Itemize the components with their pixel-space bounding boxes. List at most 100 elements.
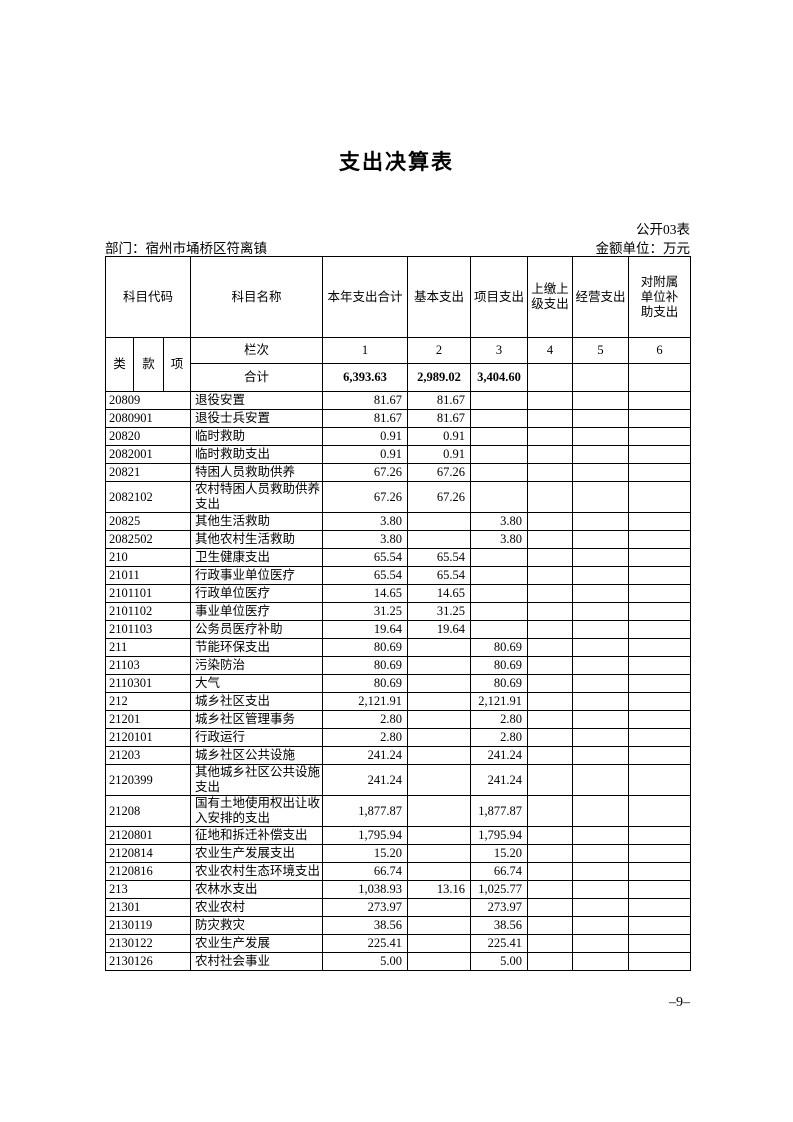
cell-value-1: 241.24 — [322, 764, 409, 796]
cell-value-2 — [407, 844, 472, 863]
cell-value-6 — [628, 795, 692, 827]
cell-value-2 — [407, 862, 472, 881]
cell-value-5 — [572, 445, 630, 464]
cell-value-1: 0.91 — [322, 427, 409, 446]
cell-value-3 — [470, 602, 529, 621]
header-code-item: 项 — [162, 337, 192, 392]
cell-value-1: 19.64 — [322, 620, 409, 639]
cell-value-4 — [527, 620, 574, 639]
cell-value-6 — [628, 880, 692, 899]
cell-subject-code: 2082001 — [104, 445, 192, 464]
expenditure-table: 科目代码 科目名称 本年支出合计 基本支出 项目支出 上缴上级支出 经营支出 对… — [104, 256, 692, 971]
department-label: 部门：宿州市埇桥区符离镇 — [105, 241, 267, 256]
cell-value-5 — [572, 512, 630, 531]
cell-value-4 — [527, 934, 574, 953]
cell-value-3 — [470, 391, 529, 410]
cell-value-5 — [572, 728, 630, 747]
cell-value-6 — [628, 566, 692, 585]
cell-subject-name: 农业农村 — [190, 898, 324, 917]
cell-value-6 — [628, 656, 692, 675]
table-row: 210 卫生健康支出 65.54 65.54 — [104, 548, 692, 567]
table-row: 21208 国有土地使用权出让收入安排的支出 1,877.87 1,877.87 — [104, 795, 692, 827]
cell-value-6 — [628, 391, 692, 410]
cell-value-3: 1,025.77 — [470, 880, 529, 899]
total-value-4 — [527, 363, 574, 392]
cell-value-1: 81.67 — [322, 409, 409, 428]
cell-value-1: 2.80 — [322, 710, 409, 729]
cell-value-6 — [628, 674, 692, 693]
cell-value-1: 2,121.91 — [322, 692, 409, 711]
cell-value-5 — [572, 862, 630, 881]
cell-value-4 — [527, 481, 574, 513]
cell-subject-code: 211 — [104, 638, 192, 657]
header-row-2: 类 款 项 栏次 1 2 3 4 5 6 — [105, 337, 692, 392]
total-value-3: 3,404.60 — [470, 363, 529, 392]
cell-value-5 — [572, 952, 630, 971]
cell-value-3: 225.41 — [470, 934, 529, 953]
cell-value-4 — [527, 916, 574, 935]
header-row-1: 科目代码 科目名称 本年支出合计 基本支出 项目支出 上缴上级支出 经营支出 对… — [104, 256, 692, 338]
cell-value-4 — [527, 638, 574, 657]
cell-value-5 — [572, 844, 630, 863]
cell-value-3: 3.80 — [470, 512, 529, 531]
cell-value-3 — [470, 445, 529, 464]
cell-value-3: 241.24 — [470, 764, 529, 796]
cell-subject-code: 21103 — [104, 656, 192, 675]
cell-value-6 — [628, 862, 692, 881]
cell-subject-code: 210 — [104, 548, 192, 567]
table-row: 2080901 退役士兵安置 81.67 81.67 — [104, 409, 692, 428]
header-code-section: 款 — [133, 337, 164, 392]
cell-value-1: 65.54 — [322, 548, 409, 567]
cell-value-6 — [628, 620, 692, 639]
cell-value-3: 1,877.87 — [470, 795, 529, 827]
total-label: 合计 — [190, 363, 324, 392]
cell-value-6 — [628, 826, 692, 845]
cell-value-5 — [572, 638, 630, 657]
table-row: 20821 特困人员救助供养 67.26 67.26 — [104, 463, 692, 482]
cell-value-3 — [470, 620, 529, 639]
cell-value-1: 67.26 — [322, 481, 409, 513]
cell-value-3: 273.97 — [470, 898, 529, 917]
cell-value-6 — [628, 530, 692, 549]
cell-value-4 — [527, 952, 574, 971]
cell-value-6 — [628, 445, 692, 464]
cell-value-6 — [628, 427, 692, 446]
cell-value-4 — [527, 674, 574, 693]
table-row: 2130119 防灾救灾 38.56 38.56 — [104, 916, 692, 935]
table-row: 20809 退役安置 81.67 81.67 — [104, 391, 692, 410]
cell-value-3: 66.74 — [470, 862, 529, 881]
cell-value-6 — [628, 916, 692, 935]
cell-subject-code: 2130119 — [104, 916, 192, 935]
cell-value-1: 241.24 — [322, 746, 409, 765]
cell-value-3: 2,121.91 — [470, 692, 529, 711]
cell-value-1: 1,038.93 — [322, 880, 409, 899]
cell-subject-code: 21208 — [104, 795, 192, 827]
cell-value-2 — [407, 638, 472, 657]
cell-subject-code: 20821 — [104, 463, 192, 482]
cell-subject-name: 行政单位医疗 — [190, 584, 324, 603]
cell-value-6 — [628, 481, 692, 513]
cell-subject-code: 20809 — [104, 391, 192, 410]
cell-subject-code: 20825 — [104, 512, 192, 531]
cell-subject-code: 20820 — [104, 427, 192, 446]
cell-value-5 — [572, 566, 630, 585]
cell-value-2 — [407, 898, 472, 917]
table-row: 211 节能环保支出 80.69 80.69 — [104, 638, 692, 657]
cell-value-4 — [527, 445, 574, 464]
header-rank-6: 6 — [628, 337, 692, 364]
cell-value-5 — [572, 916, 630, 935]
cell-value-5 — [572, 898, 630, 917]
cell-value-6 — [628, 584, 692, 603]
header-rank-label: 栏次 — [190, 337, 324, 364]
cell-value-6 — [628, 548, 692, 567]
table-row: 2120816 农业农村生态环境支出 66.74 66.74 — [104, 862, 692, 881]
cell-value-5 — [572, 764, 630, 796]
cell-subject-code: 2120814 — [104, 844, 192, 863]
cell-value-1: 80.69 — [322, 638, 409, 657]
header-col-basic: 基本支出 — [407, 256, 472, 338]
cell-value-6 — [628, 602, 692, 621]
cell-value-3 — [470, 566, 529, 585]
cell-value-4 — [527, 602, 574, 621]
cell-subject-name: 其他生活救助 — [190, 512, 324, 531]
table-row: 2101103 公务员医疗补助 19.64 19.64 — [104, 620, 692, 639]
